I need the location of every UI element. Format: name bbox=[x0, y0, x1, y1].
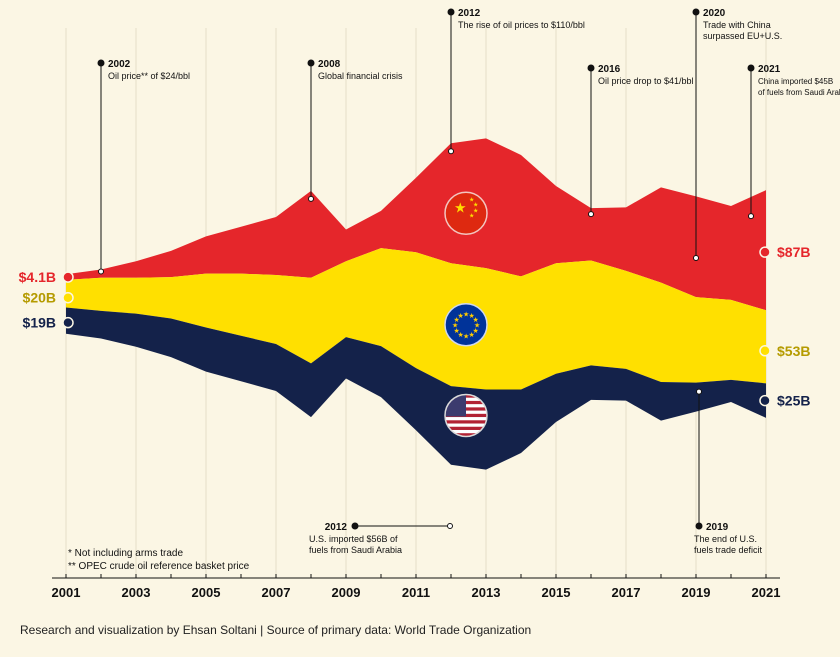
eu-flag-star: ★ bbox=[463, 311, 469, 319]
x-axis: 2001 2003 2005 2007 2009 2011 2013 2015 2017 2019… bbox=[52, 574, 781, 600]
us-flag-stripes bbox=[445, 394, 487, 437]
annotation-target-2 bbox=[448, 148, 454, 155]
annotation-target-6 bbox=[447, 523, 453, 529]
eu-area bbox=[66, 248, 766, 390]
annotation-text-3: Oil price drop to $41/bbl bbox=[598, 76, 694, 86]
eu-flag: ★★★★★★★★★ ★ ★★ bbox=[444, 302, 488, 347]
us-flag bbox=[444, 393, 488, 438]
end-marker-2 bbox=[759, 394, 771, 407]
annotation-text-6: U.S. imported $56B of fuels from Saudi Ar… bbox=[309, 534, 402, 555]
annotation-text-7: The end of U.S. fuels trade deficit bbox=[694, 534, 763, 555]
eu-flag-star: ★ bbox=[463, 333, 469, 341]
china-flag: ★ ★★★★ bbox=[444, 191, 488, 236]
x-tick-label-2005: 2005 bbox=[192, 585, 221, 600]
annotation-year-2: 2012 bbox=[458, 8, 481, 19]
annotation-target-3 bbox=[588, 211, 594, 218]
annotation-year-5: 2021 bbox=[758, 64, 781, 75]
annotation-dot-3 bbox=[587, 64, 595, 72]
china-flag-small-star: ★ bbox=[469, 196, 474, 203]
annotation-dot-6 bbox=[351, 522, 359, 530]
x-tick-label-2013: 2013 bbox=[472, 585, 501, 600]
footnote-opec: ** OPEC crude oil reference basket price bbox=[68, 561, 250, 572]
start-label-0: $4.1B bbox=[19, 269, 56, 285]
eu-flag-star: ★ bbox=[458, 331, 464, 339]
x-tick-label-2007: 2007 bbox=[262, 585, 291, 600]
annotation-year-7: 2019 bbox=[706, 522, 729, 533]
flags: ★ ★★★★★★★★★★★★★ ★ ★★ bbox=[444, 191, 488, 438]
x-tick-label-2021: 2021 bbox=[752, 585, 781, 600]
annotation-text-1: Global financial crisis bbox=[318, 71, 403, 81]
x-tick-label-2001: 2001 bbox=[52, 585, 81, 600]
end-marker-1 bbox=[759, 345, 771, 357]
start-marker-2 bbox=[62, 316, 74, 329]
end-label-1: $53B bbox=[777, 343, 810, 359]
eu-flag-disc bbox=[444, 302, 488, 347]
annotation-year-1: 2008 bbox=[318, 59, 341, 70]
credit-footer: Research and visualization by Ehsan Solt… bbox=[20, 623, 532, 637]
end-label-0: $87B bbox=[777, 244, 810, 260]
china-flag-small-star: ★ bbox=[473, 201, 478, 208]
eu-flag-star: ★ bbox=[473, 316, 479, 324]
eu-flag-star: ★ bbox=[473, 327, 479, 335]
annotation-dot-0 bbox=[97, 59, 105, 67]
china-flag-big-star: ★ bbox=[454, 199, 467, 215]
x-tick-label-2019: 2019 bbox=[682, 585, 711, 600]
china-flag-disc bbox=[444, 191, 488, 236]
us-area bbox=[66, 307, 766, 470]
footnotes: * Not including arms trade ** OPEC crude… bbox=[68, 547, 249, 573]
china-area bbox=[66, 138, 766, 311]
eu-flag-star: ★ bbox=[469, 331, 475, 339]
eu-flag-star: ★ bbox=[453, 327, 459, 335]
footnote-arms: * Not including arms trade bbox=[68, 548, 184, 559]
annotation-text-4: Trade with China surpassed EU+U.S. bbox=[703, 20, 782, 41]
stream-layers bbox=[66, 138, 766, 470]
annotation-target-0 bbox=[98, 268, 104, 275]
annotation-target-7 bbox=[696, 388, 702, 395]
end-marker-0 bbox=[759, 246, 771, 258]
annotation-year-4: 2020 bbox=[703, 8, 726, 19]
eu-flag-star: ★ bbox=[452, 322, 458, 330]
annotation-year-6: 2012 bbox=[325, 522, 348, 533]
annotation-target-4 bbox=[693, 255, 699, 262]
annotation-dot-7 bbox=[695, 522, 703, 530]
china-flag-small-star: ★ bbox=[473, 207, 478, 214]
eu-flag-star: ★ bbox=[474, 322, 480, 330]
annotation-text-0: Oil price** of $24/bbl bbox=[108, 71, 190, 81]
x-tick-label-2003: 2003 bbox=[122, 585, 151, 600]
annotation-target-1 bbox=[308, 195, 314, 202]
start-marker-1 bbox=[62, 291, 74, 304]
annotation-dot-5 bbox=[747, 64, 755, 72]
start-marker-0 bbox=[62, 271, 74, 283]
annotation-text-5: China imported $45B of fuels from Saudi A… bbox=[758, 77, 840, 97]
china-flag-small-star: ★ bbox=[469, 212, 474, 219]
value-labels: $4.1B $87B $20B $53B $19B $25B bbox=[19, 244, 811, 408]
eu-flag-star: ★ bbox=[469, 312, 475, 320]
annotation-year-0: 2002 bbox=[108, 59, 131, 70]
annotation-year-3: 2016 bbox=[598, 64, 621, 75]
start-label-2: $19B bbox=[23, 315, 56, 331]
us-flag-rim bbox=[444, 393, 488, 438]
eu-flag-star: ★ bbox=[458, 312, 464, 320]
x-tick-label-2017: 2017 bbox=[612, 585, 641, 600]
annotation-dot-2 bbox=[447, 8, 455, 16]
annotation-target-5 bbox=[748, 213, 754, 220]
annotation-text-2: The rise of oil prices to $110/bbl bbox=[458, 20, 585, 30]
start-label-1: $20B bbox=[23, 290, 56, 306]
eu-flag-star: ★ bbox=[453, 316, 459, 324]
x-tick-label-2011: 2011 bbox=[402, 585, 430, 600]
annotation-dot-4 bbox=[692, 8, 700, 16]
x-tick-label-2009: 2009 bbox=[332, 585, 361, 600]
x-tick-label-2015: 2015 bbox=[542, 585, 571, 600]
annotation-dot-1 bbox=[307, 59, 315, 67]
end-label-2: $25B bbox=[777, 393, 810, 409]
